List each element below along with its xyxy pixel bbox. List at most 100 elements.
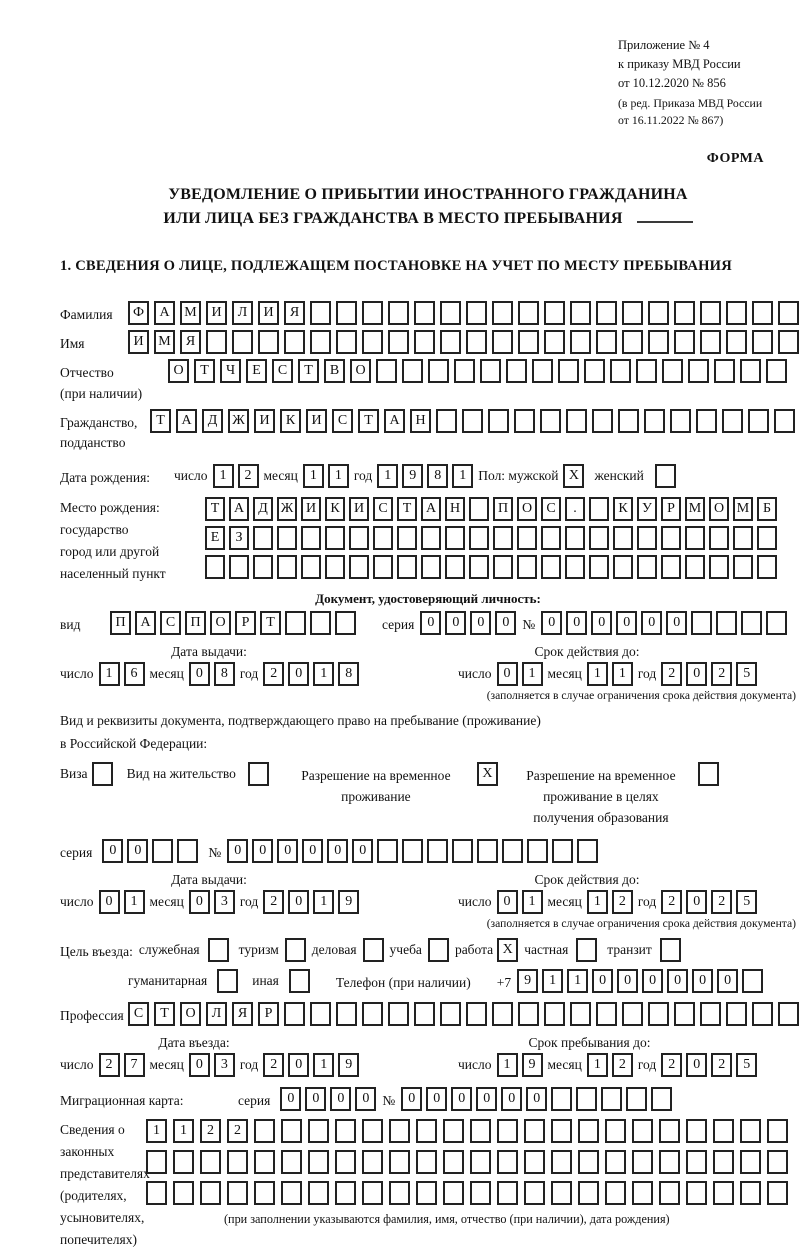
firstname-cell[interactable] [778,329,799,354]
purpose-box[interactable] [659,937,681,962]
birth-place-cell[interactable] [373,526,393,551]
representative-cell[interactable] [416,1119,437,1144]
profession-cell[interactable] [466,1001,487,1026]
citizenship-cell[interactable]: С [332,408,353,433]
purpose-box[interactable] [576,937,598,962]
patronymic-cell[interactable] [558,358,579,383]
entry-day-cell[interactable]: 7 [123,1052,145,1077]
surname-cell[interactable]: Л [232,300,253,325]
firstname-cell[interactable]: Я [180,329,201,354]
birth-place-cell[interactable] [325,555,345,580]
birth-place-cell[interactable] [397,526,417,551]
doc-expiry-year-cell[interactable]: 2 [661,662,683,687]
residence-issue-year-cell[interactable]: 9 [338,889,360,914]
phone-cell[interactable]: 1 [542,968,564,993]
representative-cell[interactable] [308,1150,329,1175]
residence-issue-year-cell[interactable]: 1 [313,889,335,914]
phone-cell[interactable]: 0 [617,968,639,993]
residence-number-cell[interactable] [402,838,424,863]
surname-cell[interactable] [778,300,799,325]
firstname-cell[interactable] [284,329,305,354]
representative-cell[interactable] [551,1119,572,1144]
birth-place-cell[interactable]: С [541,497,561,522]
patronymic-cell[interactable] [532,358,553,383]
profession-cell[interactable]: О [180,1001,201,1026]
birth-place-cell[interactable] [565,526,585,551]
surname-cell[interactable] [388,300,409,325]
migration-number-cell[interactable]: 0 [501,1086,523,1111]
doc-type-cell[interactable] [335,611,356,636]
representative-cell[interactable] [308,1181,329,1206]
female-checkbox[interactable] [654,464,676,489]
residence-expiry-day-cell[interactable]: 1 [521,889,543,914]
patronymic-cell[interactable]: Т [298,358,319,383]
representative-cell[interactable] [389,1181,410,1206]
profession-cell[interactable] [778,1001,799,1026]
residence-issue-year-cell[interactable]: 0 [288,889,310,914]
representative-cell[interactable] [632,1150,653,1175]
doc-type-cell[interactable]: О [210,611,231,636]
entry-year-cell[interactable]: 0 [288,1052,310,1077]
representative-cell[interactable] [767,1181,788,1206]
surname-cell[interactable] [414,300,435,325]
representative-cell[interactable] [470,1181,491,1206]
representative-cell[interactable] [632,1119,653,1144]
residence-number-cell[interactable] [577,838,599,863]
citizenship-cell[interactable] [618,408,639,433]
representative-cell[interactable] [713,1119,734,1144]
profession-cell[interactable]: Т [154,1001,175,1026]
residence-expiry-year-cell[interactable]: 0 [686,889,708,914]
representative-cell[interactable] [497,1119,518,1144]
residence-expiry-year-cell[interactable]: 2 [711,889,733,914]
patronymic-cell[interactable] [714,358,735,383]
birth-place-cell[interactable] [205,555,225,580]
citizenship-cell[interactable] [774,408,795,433]
birth-place-cell[interactable] [277,555,297,580]
doc-issue-day-cell[interactable]: 1 [98,662,120,687]
migration-number-cell[interactable] [601,1086,623,1111]
surname-cell[interactable]: А [154,300,175,325]
citizenship-cell[interactable]: Т [358,408,379,433]
residence-series-cell[interactable] [177,838,199,863]
profession-cell[interactable] [752,1001,773,1026]
birth-place-cell[interactable] [685,526,705,551]
residence-number-cell[interactable] [502,838,524,863]
citizenship-cell[interactable]: Ж [228,408,249,433]
residence-number-cell[interactable]: 0 [277,838,299,863]
birth-place-cell[interactable]: Н [445,497,465,522]
citizenship-cell[interactable]: Т [150,408,171,433]
migration-number-cell[interactable]: 0 [526,1086,548,1111]
doc-series-cell[interactable]: 0 [495,611,517,636]
stay-month-cell[interactable]: 2 [611,1052,633,1077]
doc-series-cell[interactable]: 0 [420,611,442,636]
residence-number-cell[interactable] [427,838,449,863]
representative-cell[interactable] [362,1181,383,1206]
citizenship-cell[interactable] [722,408,743,433]
doc-issue-year-cell[interactable]: 2 [263,662,285,687]
birth-year-cell[interactable]: 9 [402,464,424,489]
doc-number-cell[interactable]: 0 [666,611,688,636]
migration-number-cell[interactable] [576,1086,598,1111]
birth-place-cell[interactable]: П [493,497,513,522]
birth-place-cell[interactable] [301,526,321,551]
birth-place-cell[interactable] [637,526,657,551]
profession-cell[interactable]: Я [232,1001,253,1026]
representative-cell[interactable] [443,1150,464,1175]
migration-series-cell[interactable]: 0 [355,1086,377,1111]
surname-cell[interactable] [336,300,357,325]
residence-number-cell[interactable]: 0 [352,838,374,863]
doc-expiry-month-cell[interactable]: 1 [611,662,633,687]
firstname-cell[interactable] [648,329,669,354]
doc-number-cell[interactable]: 0 [641,611,663,636]
representative-cell[interactable] [173,1150,194,1175]
doc-number-cell[interactable] [716,611,738,636]
firstname-cell[interactable] [518,329,539,354]
representative-cell[interactable]: 1 [146,1119,167,1144]
birth-place-cell[interactable] [445,555,465,580]
representative-cell[interactable] [362,1150,383,1175]
residence-expiry-day-cell[interactable]: 0 [496,889,518,914]
doc-expiry-day-cell[interactable]: 1 [521,662,543,687]
migration-number-cell[interactable]: 0 [426,1086,448,1111]
patronymic-cell[interactable] [402,358,423,383]
patronymic-cell[interactable] [506,358,527,383]
